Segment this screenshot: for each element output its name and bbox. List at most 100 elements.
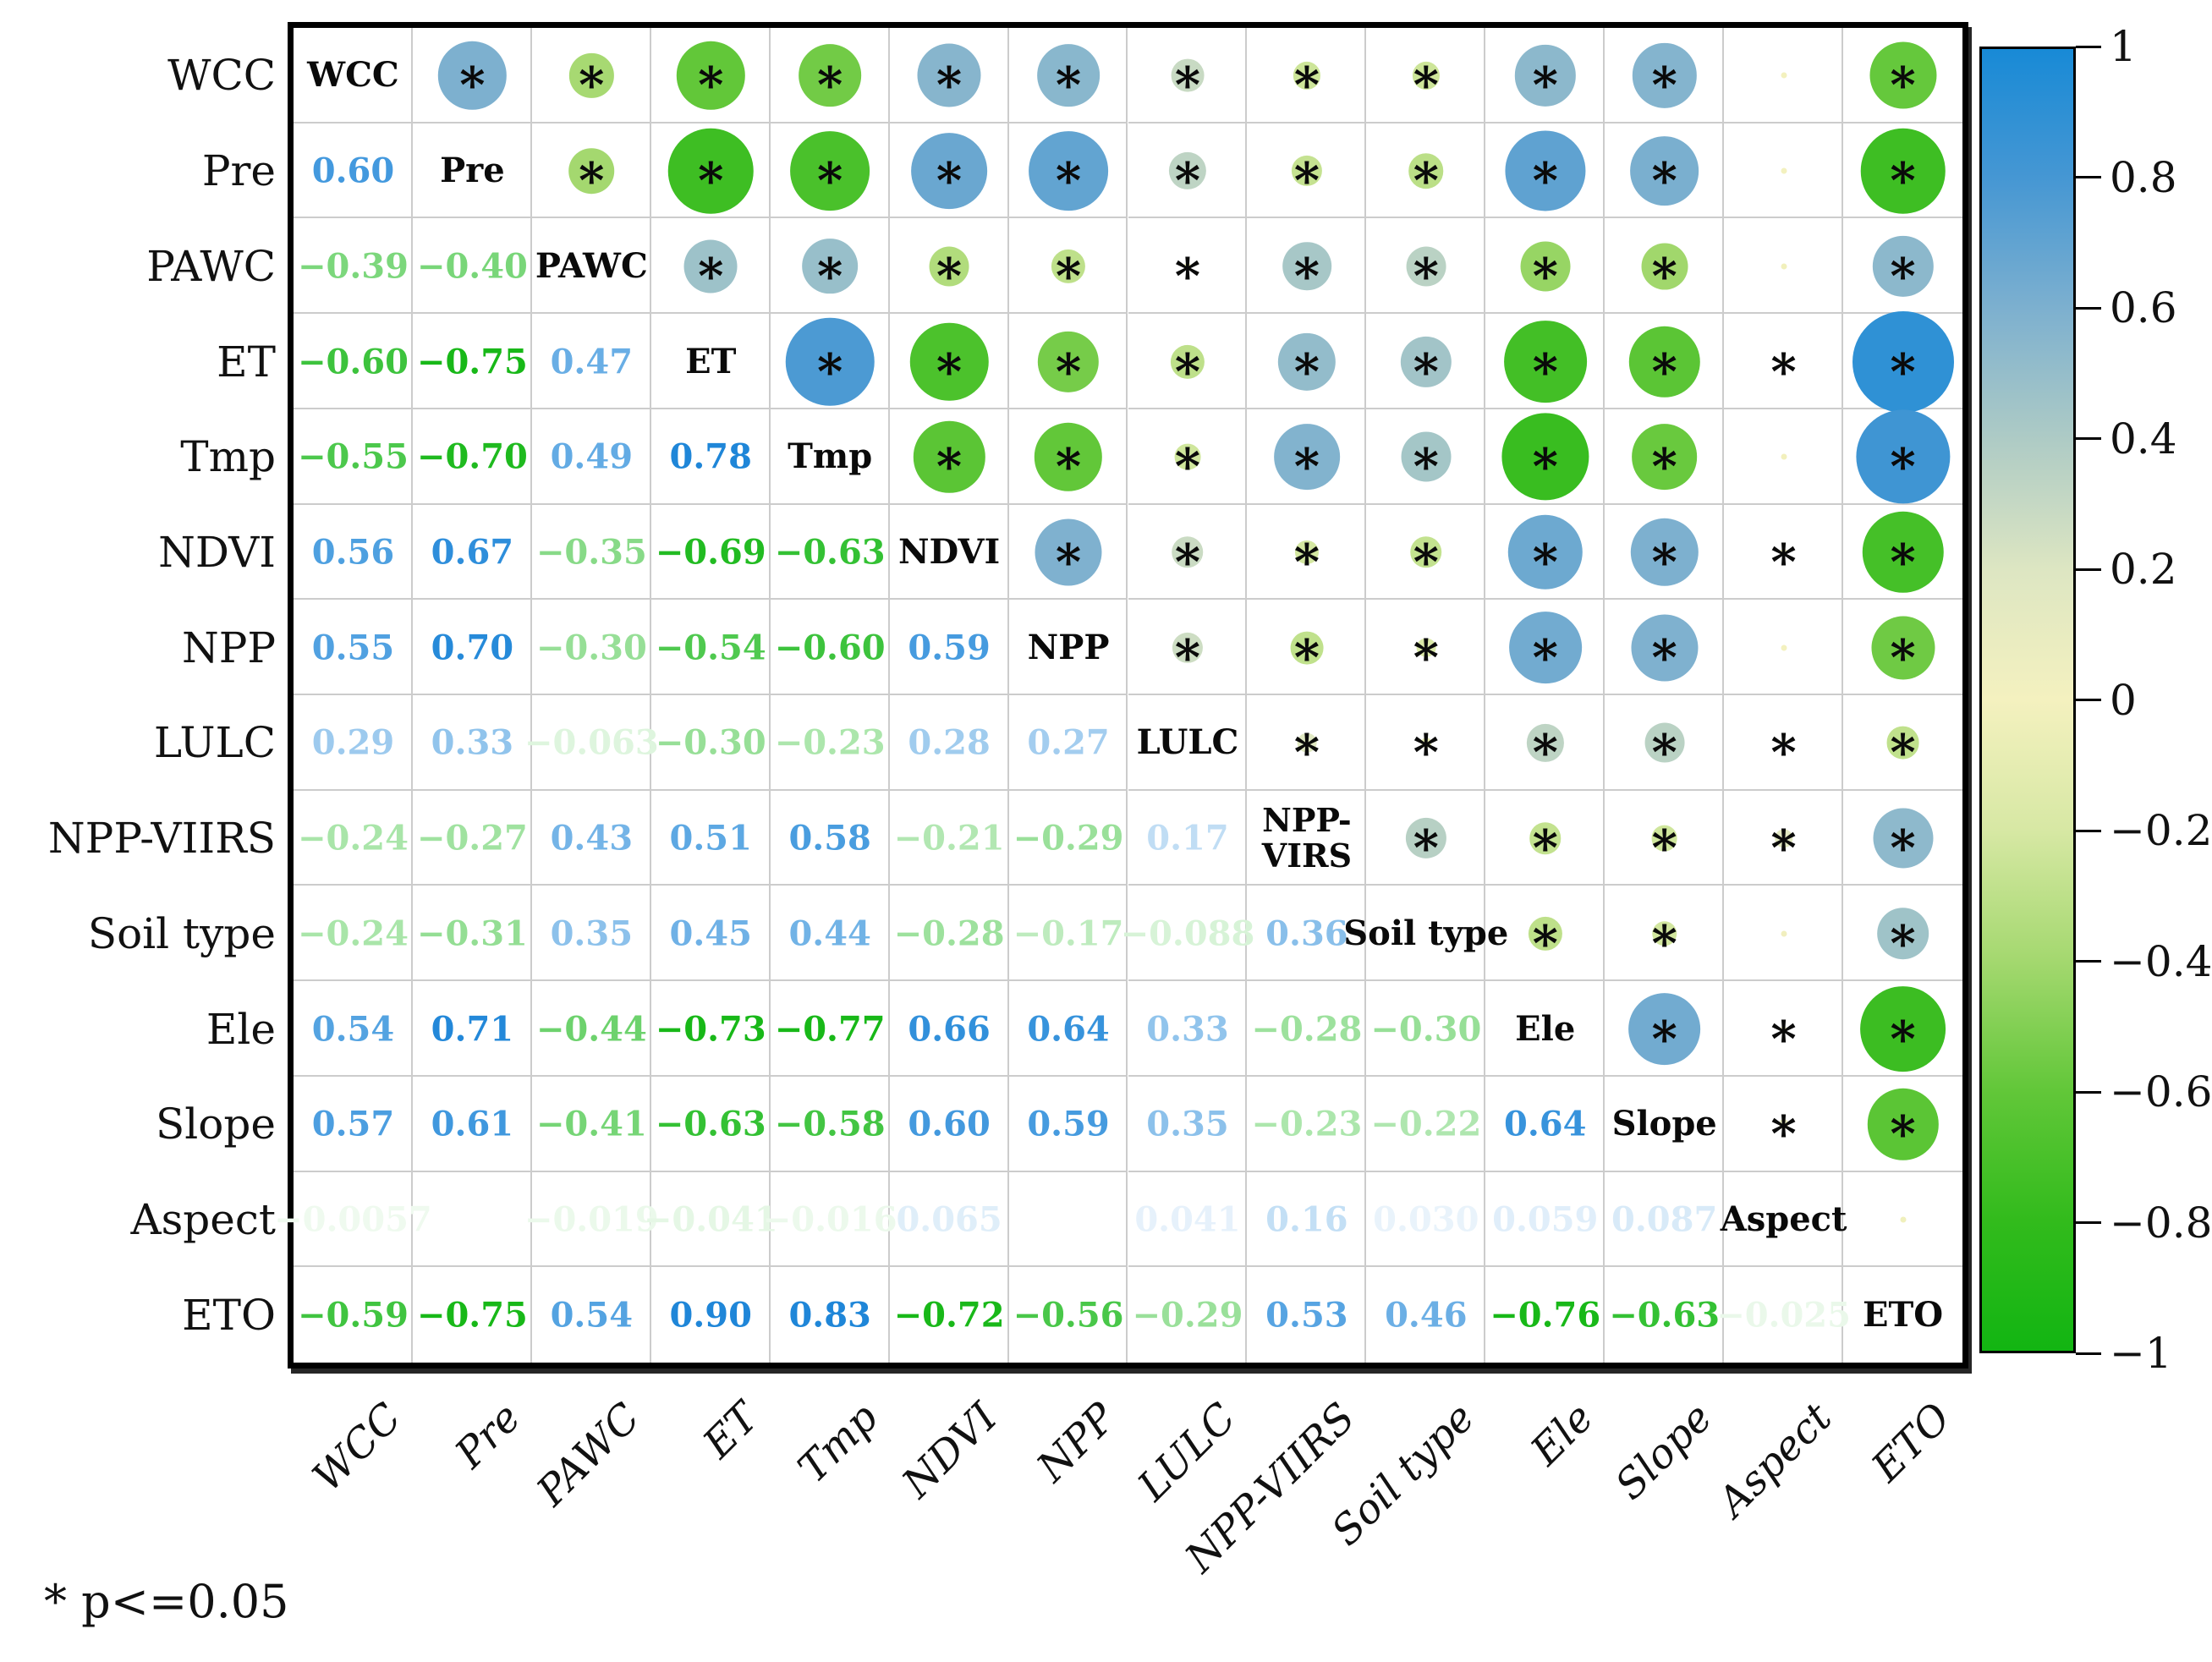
- matrix-cell: [1128, 790, 1248, 886]
- matrix-cell: [1485, 1076, 1605, 1172]
- significance-asterisk: *: [1174, 437, 1201, 496]
- matrix-cell: [1485, 886, 1605, 982]
- significance-asterisk: *: [1532, 628, 1558, 687]
- matrix-cell: [1366, 1171, 1486, 1268]
- matrix-cell: [1008, 886, 1128, 982]
- significance-asterisk: *: [698, 56, 724, 114]
- matrix-cell: [1485, 790, 1605, 886]
- correlation-circle: [1035, 518, 1102, 586]
- correlation-value: 0.16: [1265, 1199, 1348, 1240]
- significance-asterisk: *: [1055, 343, 1082, 401]
- significance-asterisk: *: [936, 247, 963, 305]
- correlation-value: 0.059: [1492, 1199, 1599, 1240]
- correlation-value: −0.041: [643, 1199, 778, 1240]
- matrix-cell: [1366, 314, 1486, 409]
- diagonal-label: Pre: [440, 151, 505, 191]
- significance-asterisk: *: [698, 247, 724, 305]
- significance-asterisk: *: [817, 56, 843, 114]
- correlation-circle: [1294, 540, 1319, 564]
- correlation-value: −0.016: [762, 1199, 897, 1240]
- significance-asterisk: *: [1413, 56, 1439, 114]
- matrix-cell: [531, 981, 651, 1077]
- matrix-cell: [531, 600, 651, 695]
- significance-asterisk: *: [1055, 437, 1082, 496]
- correlation-value: −0.23: [1251, 1104, 1363, 1144]
- matrix-cell: [1605, 504, 1725, 601]
- correlation-circle: [1627, 992, 1701, 1066]
- significance-asterisk: *: [1413, 437, 1439, 496]
- matrix-cell: [1724, 28, 1844, 123]
- correlation-value: 0.45: [669, 913, 752, 954]
- matrix-cell: [1605, 314, 1725, 409]
- significance-asterisk: *: [1770, 1105, 1797, 1163]
- matrix-cell: [1724, 1171, 1844, 1268]
- matrix-cell: [1008, 314, 1128, 409]
- significance-asterisk: *: [1651, 628, 1677, 687]
- correlation-circle: [1873, 808, 1934, 869]
- correlation-circle: [1051, 249, 1086, 283]
- colorbar-tick-mark: [2076, 176, 2101, 178]
- matrix-cell: [294, 981, 413, 1077]
- matrix-cell: [1605, 1171, 1725, 1268]
- colorbar-tick-mark: [2076, 699, 2101, 701]
- significance-asterisk: *: [1055, 533, 1082, 591]
- matrix-cell: [1247, 314, 1367, 409]
- matrix-cell: [294, 314, 413, 409]
- matrix-cell: [1366, 409, 1486, 505]
- matrix-cell: [650, 28, 771, 123]
- correlation-value: 0.041: [1134, 1199, 1241, 1240]
- matrix-cell: [650, 504, 771, 601]
- matrix-cell: [1485, 314, 1605, 409]
- matrix-cell: [770, 790, 890, 886]
- significance-asterisk: *: [1293, 533, 1320, 591]
- colorbar-tick-label: 0: [2110, 675, 2137, 725]
- matrix-cell: [1485, 28, 1605, 123]
- significance-asterisk: *: [1532, 247, 1558, 305]
- correlation-value: 0.43: [550, 818, 634, 858]
- matrix-cell: [1724, 695, 1844, 791]
- matrix-cell: [1724, 1267, 1844, 1363]
- matrix-cell: [412, 886, 532, 982]
- matrix-cell: [1605, 981, 1725, 1077]
- matrix-cell: [1485, 600, 1605, 695]
- correlation-circle: [1781, 263, 1787, 270]
- matrix-cell: [412, 28, 532, 123]
- significance-asterisk: *: [1174, 533, 1201, 591]
- matrix-cell: [412, 1076, 532, 1172]
- correlation-matrix-plot-area: WCC * * * * * * * * * * * * 0.60 Pre * * * * * * * * * * * −0.39 −0…: [274, 22, 1968, 1369]
- matrix-cell: [1605, 1076, 1725, 1172]
- matrix-cell: [412, 218, 532, 315]
- colorbar-gradient: [1979, 47, 2076, 1353]
- matrix-cell: [1366, 790, 1486, 886]
- matrix-cell: [1366, 28, 1486, 123]
- matrix-cell: [1366, 1076, 1486, 1172]
- significance-asterisk: *: [1174, 247, 1201, 305]
- significance-asterisk: *: [1293, 723, 1320, 782]
- correlation-circle: [1900, 1216, 1907, 1223]
- matrix-cell: [1724, 1076, 1844, 1172]
- correlation-circle: [1505, 130, 1586, 211]
- colorbar-tick-mark: [2076, 1221, 2101, 1224]
- correlation-circle: [1852, 310, 1954, 413]
- matrix-cell: [294, 790, 413, 886]
- matrix-cell: [1724, 600, 1844, 695]
- correlation-value: 0.60: [908, 1104, 991, 1144]
- matrix-cell: [1605, 1267, 1725, 1363]
- correlation-value: −0.40: [416, 246, 528, 287]
- correlation-circle: [1855, 409, 1951, 504]
- correlation-value: −0.088: [1120, 913, 1255, 954]
- matrix-cell: [1843, 28, 1962, 123]
- column-label: LULC: [1128, 1394, 1245, 1511]
- matrix-cell: [1128, 886, 1248, 982]
- correlation-circle: [1629, 136, 1699, 206]
- correlation-value: 0.55: [311, 628, 395, 668]
- correlation-value: −0.55: [297, 436, 409, 477]
- correlation-value: −0.58: [774, 1104, 886, 1144]
- matrix-cell: [1128, 28, 1248, 123]
- diagonal-label: NPP: [1027, 627, 1110, 667]
- correlation-circle: [1401, 431, 1452, 482]
- correlation-value: 0.59: [908, 628, 991, 668]
- colorbar-tick-label: 1: [2110, 22, 2137, 71]
- matrix-cell: [1128, 1267, 1248, 1363]
- matrix-cell: [294, 1076, 413, 1172]
